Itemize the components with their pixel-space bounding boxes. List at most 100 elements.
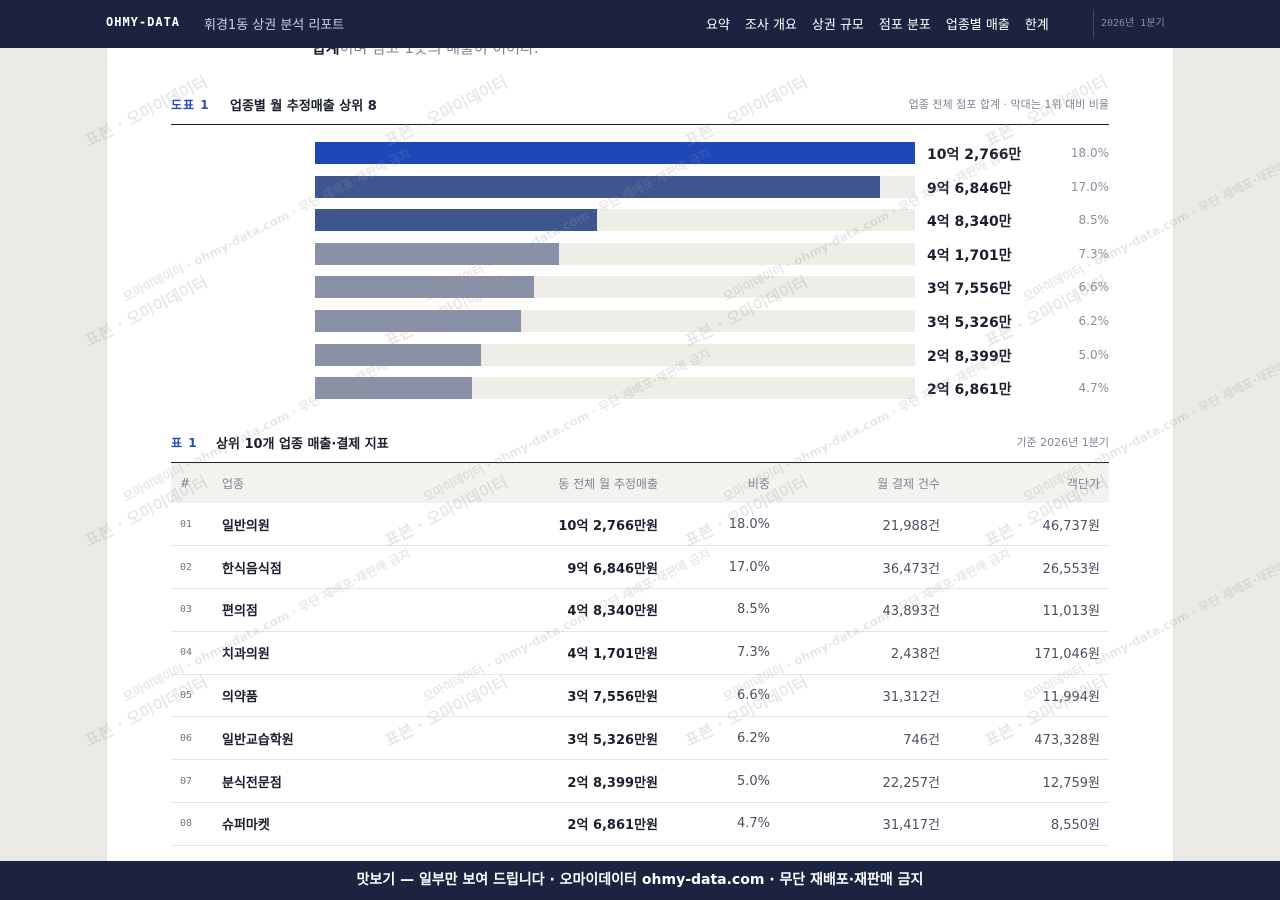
- col-header-avg-ticket: 객단가: [1066, 476, 1100, 491]
- top-navbar: OHMY-DATA 휘경1동 상권 분석 리포트 요약 조사 개요 상권 규모 …: [0, 0, 1280, 48]
- row-payment-count: 31,417건: [882, 818, 940, 834]
- figure-tag: 도표 1: [171, 98, 210, 112]
- row-rank: 07: [180, 775, 193, 787]
- row-share: 7.3%: [736, 645, 770, 661]
- bar: [315, 377, 472, 400]
- row-avg-ticket: 46,737원: [1042, 518, 1100, 534]
- nav-link-store-distribution[interactable]: 점포 분포: [878, 18, 931, 33]
- row-share: 8.5%: [736, 602, 770, 618]
- bar-track: [315, 175, 915, 198]
- bar-value-label: 4억 1,701만: [927, 247, 1012, 264]
- row-industry: 한식음식점: [222, 561, 282, 577]
- table-row: 06 일반교습학원 3억 5,326만원 6.2% 746건 473,328원: [171, 717, 1109, 760]
- row-industry: 슈퍼마켓: [222, 818, 270, 834]
- row-share: 18.0%: [728, 516, 770, 532]
- bar-share-label: 5.0%: [1078, 347, 1110, 362]
- row-monthly-sales: 3억 7,556만원: [567, 690, 658, 706]
- bar-track: [315, 209, 915, 232]
- figure-header: 도표 1 업종별 월 추정매출 상위 8 업종 전체 점포 합계 · 막대는 1…: [171, 96, 1109, 125]
- table-body: 01 일반의원 10억 2,766만원 18.0% 21,988건 46,737원 02 한식…: [171, 503, 1109, 846]
- row-share: 17.0%: [728, 559, 770, 575]
- bar-share-label: 8.5%: [1078, 213, 1110, 228]
- table-tag: 표 1: [171, 436, 198, 450]
- table-row: 07 분식전문점 2억 8,399만원 5.0% 22,257건 12,759원: [171, 760, 1109, 803]
- row-payment-count: 22,257건: [882, 775, 940, 791]
- bar-track: [315, 242, 915, 265]
- row-avg-ticket: 11,013원: [1042, 604, 1100, 620]
- bar: [315, 142, 915, 164]
- bar-value-label: 4억 8,340만: [927, 214, 1012, 231]
- row-monthly-sales: 3억 5,326만원: [567, 732, 658, 748]
- row-avg-ticket: 26,553원: [1042, 561, 1100, 577]
- bar: [315, 209, 598, 232]
- row-monthly-sales: 9억 6,846만원: [567, 561, 658, 577]
- nav-link-sales-by-industry[interactable]: 업종별 매출: [945, 18, 1010, 33]
- row-payment-count: 2,438건: [890, 647, 940, 663]
- bar: [315, 343, 481, 366]
- table-row: 05 의약품 3억 7,556만원 6.6% 31,312건 11,994원: [171, 674, 1109, 717]
- row-industry: 편의점: [222, 604, 258, 620]
- row-rank: 01: [180, 518, 193, 530]
- col-header-monthly-sales: 동 전체 월 추정매출: [558, 476, 658, 491]
- bar-track: [315, 377, 915, 400]
- row-share: 6.6%: [736, 688, 770, 704]
- nav-link-overview[interactable]: 조사 개요: [744, 18, 797, 33]
- row-payment-count: 31,312건: [882, 690, 940, 706]
- table-row: 03 편의점 4억 8,340만원 8.5% 43,893건 11,013원: [171, 589, 1109, 632]
- row-rank: 02: [180, 561, 193, 573]
- row-avg-ticket: 171,046원: [1034, 647, 1100, 663]
- row-payment-count: 746건: [903, 732, 940, 748]
- bar-value-label: 9억 6,846만: [927, 180, 1012, 197]
- bar: [315, 276, 535, 299]
- brand-logo[interactable]: OHMY-DATA: [106, 15, 181, 29]
- row-payment-count: 21,988건: [882, 518, 940, 534]
- nav-link-market-size[interactable]: 상권 규모: [811, 18, 864, 33]
- figure-title: 업종별 월 추정매출 상위 8: [230, 99, 377, 114]
- row-payment-count: 36,473건: [882, 561, 940, 577]
- col-header-payment-count: 월 결제 건수: [877, 476, 940, 491]
- col-header-industry: 업종: [222, 476, 245, 491]
- bar: [315, 242, 559, 265]
- row-industry: 일반의원: [222, 518, 270, 534]
- bar-track: [315, 309, 915, 332]
- figure-note: 업종 전체 점포 합계 · 막대는 1위 대비 비율: [908, 98, 1109, 111]
- section-nav: 요약 조사 개요 상권 규모 점포 분포 업종별 매출 한계: [706, 14, 1064, 33]
- nav-link-limitations[interactable]: 한계: [1024, 18, 1049, 33]
- bar-share-label: 6.6%: [1078, 280, 1110, 295]
- table-note: 기준 2026년 1분기: [1016, 436, 1109, 449]
- table-row: 04 치과의원 4억 1,701만원 7.3% 2,438건 171,046원: [171, 631, 1109, 675]
- row-avg-ticket: 8,550원: [1050, 818, 1100, 834]
- bar-share-label: 6.2%: [1078, 313, 1110, 328]
- bar: [315, 309, 522, 332]
- row-monthly-sales: 10억 2,766만원: [558, 518, 658, 534]
- preview-banner: 맛보기 — 일부만 보여 드립니다 · 오마이데이터 ohmy-data.com…: [0, 861, 1280, 900]
- bar-share-label: 17.0%: [1070, 179, 1109, 194]
- col-header-rank: #: [180, 476, 191, 490]
- report-title: 휘경1동 상권 분석 리포트: [204, 18, 345, 33]
- bar: [315, 175, 881, 198]
- table-header-row: # 업종 동 전체 월 추정매출 비중 월 결제 건수 객단가: [171, 463, 1109, 503]
- table-row: 08 슈퍼마켓 2억 6,861만원 4.7% 31,417건 8,550원: [171, 803, 1109, 846]
- bar-value-label: 3억 7,556만: [927, 281, 1012, 298]
- col-header-share: 비중: [747, 476, 770, 491]
- bar-share-label: 18.0%: [1070, 146, 1109, 160]
- nav-link-summary[interactable]: 요약: [706, 18, 730, 33]
- row-industry: 치과의원: [222, 647, 270, 663]
- row-avg-ticket: 11,994원: [1042, 690, 1100, 706]
- bar-track: [315, 142, 915, 164]
- row-monthly-sales: 2억 6,861만원: [567, 818, 658, 834]
- bar-value-label: 10억 2,766만: [927, 147, 1022, 163]
- row-rank: 05: [180, 690, 193, 702]
- row-monthly-sales: 2억 8,399만원: [567, 775, 658, 791]
- industry-table: # 업종 동 전체 월 추정매출 비중 월 결제 건수 객단가 01 일반의원 10…: [171, 463, 1109, 846]
- row-monthly-sales: 4억 1,701만원: [567, 647, 658, 663]
- row-avg-ticket: 12,759원: [1042, 775, 1100, 791]
- bar-track: [315, 276, 915, 299]
